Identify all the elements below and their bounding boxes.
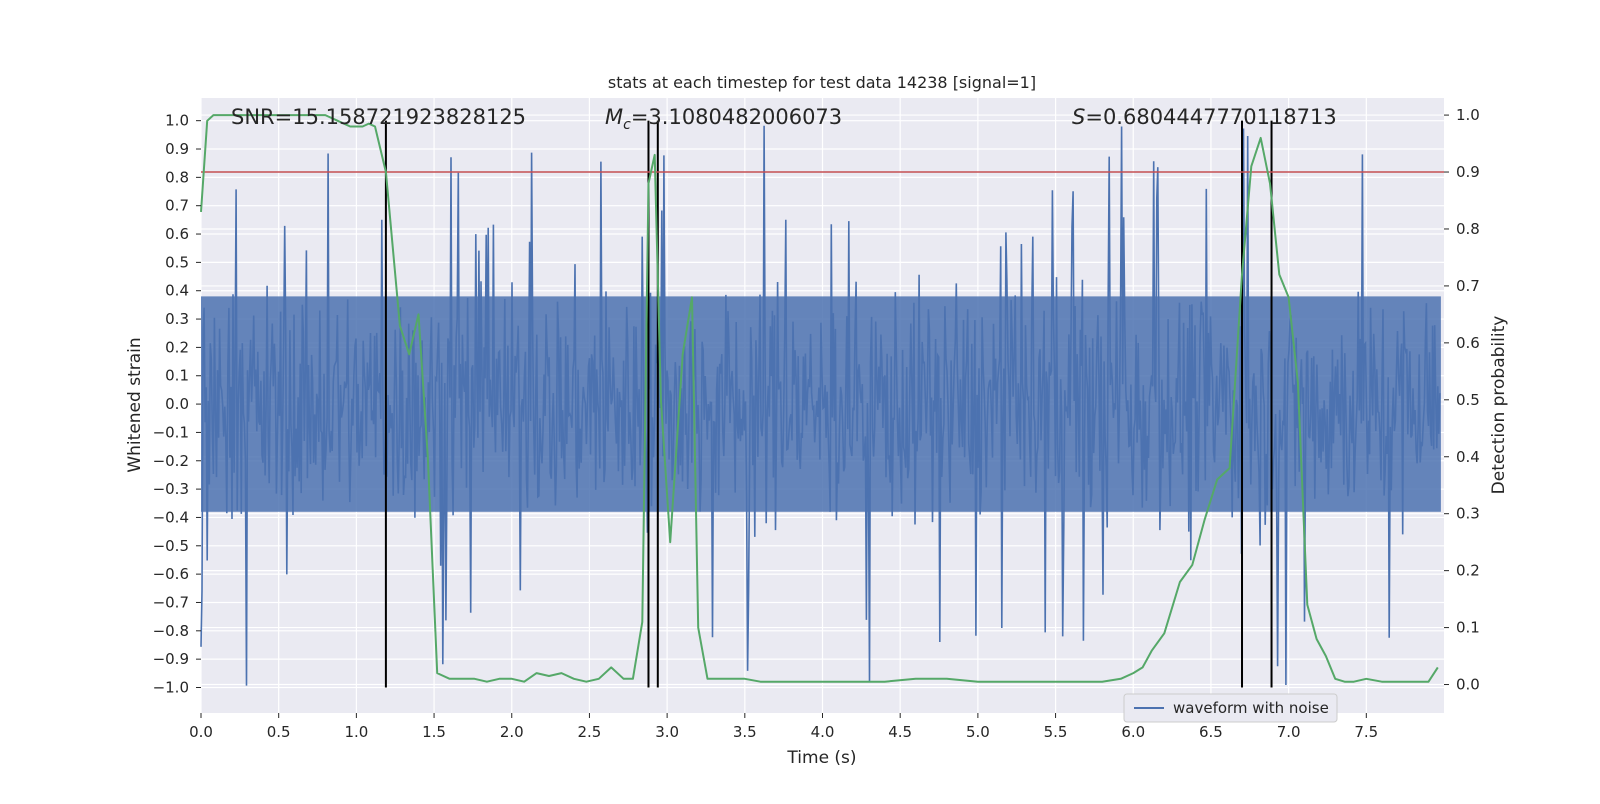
left-tick-label: −0.7 xyxy=(153,593,189,611)
x-axis-label: Time (s) xyxy=(786,748,856,768)
left-tick-label: −0.9 xyxy=(153,650,189,668)
x-tick-label: 1.5 xyxy=(422,723,446,741)
right-tick-label: 0.5 xyxy=(1456,391,1480,409)
x-tick-label: 3.0 xyxy=(655,723,679,741)
chirp-mass-value: =3.1080482006073 xyxy=(631,105,842,129)
left-tick-label: −0.6 xyxy=(153,565,189,583)
x-tick-label: 4.5 xyxy=(888,723,912,741)
left-tick-label: 0.0 xyxy=(165,395,189,413)
right-tick-label: 0.6 xyxy=(1456,334,1480,352)
x-tick-label: 0.0 xyxy=(189,723,213,741)
left-tick-label: −0.2 xyxy=(153,452,189,470)
legend-box xyxy=(1123,693,1338,723)
y-axis-label-left: Whitened strain xyxy=(125,337,145,472)
x-tick-label: 1.0 xyxy=(344,723,368,741)
left-tick-label: 0.6 xyxy=(165,225,189,243)
x-tick-label: 2.0 xyxy=(500,723,524,741)
left-tick-label: −1.0 xyxy=(153,678,189,696)
right-tick-label: 0.2 xyxy=(1456,562,1480,580)
right-tick-label: 0.0 xyxy=(1456,676,1480,694)
right-tick-label: 0.4 xyxy=(1456,448,1480,466)
left-tick-label: 1.0 xyxy=(165,112,189,130)
left-tick-label: −0.3 xyxy=(153,480,189,498)
snr-s-annotation: S=0.6804447770118713 xyxy=(1072,105,1337,129)
left-tick-label: 0.8 xyxy=(165,168,189,186)
chirp-mass-annotation: Mc=3.1080482006073 xyxy=(605,105,842,133)
x-tick-label: 4.0 xyxy=(811,723,835,741)
left-tick-label: 0.3 xyxy=(165,310,189,328)
snr-annotation: SNR=15.158721923828125 xyxy=(231,105,526,129)
left-tick-label: 0.4 xyxy=(165,282,189,300)
left-tick-label: 0.5 xyxy=(165,253,189,271)
x-tick-label: 6.0 xyxy=(1121,723,1145,741)
x-tick-label: 0.5 xyxy=(267,723,291,741)
chirp-mass-symbol: M xyxy=(605,105,623,129)
waveform-core-band xyxy=(201,296,1441,512)
left-tick-label: 0.1 xyxy=(165,367,189,385)
left-axis-ticks: 1.0 0.9 0.8 0.7 0.6 0.5 0.4 0.3 0.2 0.1 0.0 −0.1 −0.… xyxy=(153,112,201,696)
left-tick-label: −0.8 xyxy=(153,622,189,640)
right-axis-ticks: 1.0 0.9 0.8 0.7 0.6 0.5 0.4 0.3 0.2 0.1 0.0 xyxy=(1444,106,1480,694)
x-tick-label: 7.5 xyxy=(1354,723,1378,741)
left-tick-label: 0.2 xyxy=(165,338,189,356)
s-value: =0.6804447770118713 xyxy=(1085,105,1336,129)
x-tick-label: 5.0 xyxy=(966,723,990,741)
x-tick-label: 7.0 xyxy=(1277,723,1301,741)
right-tick-label: 0.3 xyxy=(1456,505,1480,523)
s-symbol: S xyxy=(1072,105,1085,129)
right-tick-label: 0.1 xyxy=(1456,619,1480,637)
left-tick-label: −0.5 xyxy=(153,537,189,555)
x-tick-label: 2.5 xyxy=(578,723,602,741)
left-tick-label: 0.7 xyxy=(165,197,189,215)
right-tick-label: 1.0 xyxy=(1456,106,1480,124)
x-tick-label: 6.5 xyxy=(1199,723,1223,741)
right-tick-label: 0.9 xyxy=(1456,163,1480,181)
chirp-mass-subscript: c xyxy=(623,117,631,133)
left-tick-label: −0.1 xyxy=(153,423,189,441)
x-axis-ticks: 0.0 0.5 1.0 1.5 2.0 2.5 3.0 3.5 4.0 4.5 5.0 5.5 6.0 6… xyxy=(189,713,1378,741)
right-tick-label: 0.8 xyxy=(1456,220,1480,238)
legend: waveform with noise xyxy=(1123,693,1338,723)
left-tick-label: 0.9 xyxy=(165,140,189,158)
right-tick-label: 0.7 xyxy=(1456,277,1480,295)
y-axis-label-right: Detection probability xyxy=(1489,316,1509,495)
probability-line xyxy=(200,114,1439,683)
x-tick-label: 3.5 xyxy=(733,723,757,741)
legend-label: waveform with noise xyxy=(1173,699,1329,717)
chart-title: stats at each timestep for test data 142… xyxy=(608,73,1036,92)
x-tick-label: 5.5 xyxy=(1044,723,1068,741)
left-tick-label: −0.4 xyxy=(153,508,189,526)
